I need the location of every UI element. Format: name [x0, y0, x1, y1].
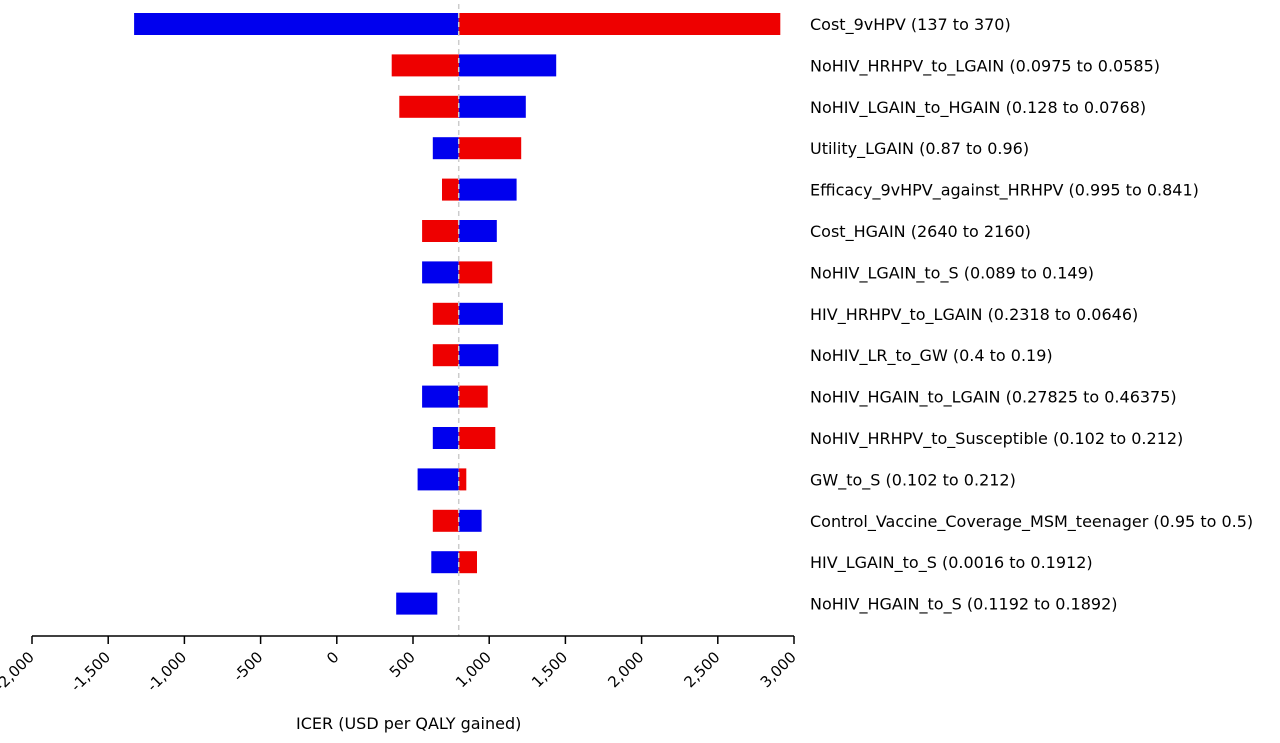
red-bar-0	[458, 13, 781, 35]
row-label-0: Cost_9vHPV (137 to 370)	[810, 15, 1011, 35]
blue-bar-8	[458, 344, 499, 367]
x-tick-label-9: 2,500	[681, 648, 724, 691]
blue-bar-1	[458, 54, 557, 77]
row-label-10: NoHIV_HRHPV_to_Susceptible (0.102 to 0.2…	[810, 429, 1183, 449]
row-labels: Cost_9vHPV (137 to 370) NoHIV_HRHPV_to_LG…	[810, 15, 1253, 615]
blue-bar-3	[432, 137, 459, 160]
blue-bar-5	[458, 220, 497, 242]
row-label-9: NoHIV_HGAIN_to_LGAIN (0.27825 to 0.46375…	[810, 388, 1177, 408]
red-bar-1	[391, 54, 459, 77]
row-label-12: Control_Vaccine_Coverage_MSM_teenager (0…	[810, 512, 1253, 532]
x-tick-label-10: 3,000	[757, 648, 800, 691]
x-axis: -2,000 -1,500 -1,000 -500 0 500 1,000 1,500 2,00…	[0, 635, 800, 695]
x-tick-label-3: -500	[230, 648, 267, 685]
red-bar-10	[458, 427, 496, 449]
blue-bar-10	[432, 427, 459, 449]
x-tick-label-0: -2,000	[0, 648, 38, 695]
red-bar-13	[458, 551, 477, 574]
x-tick-label-2: -1,000	[143, 648, 190, 695]
row-label-3: Utility_LGAIN (0.87 to 0.96)	[810, 139, 1029, 159]
row-label-8: NoHIV_LR_to_GW (0.4 to 0.19)	[810, 346, 1053, 366]
red-bar-12	[432, 509, 459, 532]
x-tick-label-6: 1,000	[452, 648, 495, 691]
row-label-2: NoHIV_LGAIN_to_HGAIN (0.128 to 0.0768)	[810, 98, 1146, 118]
row-label-4: Efficacy_9vHPV_against_HRHPV (0.995 to 0…	[810, 181, 1199, 201]
red-bar-4	[442, 178, 459, 201]
blue-bar-11	[417, 468, 459, 491]
blue-bar-14	[396, 592, 438, 615]
blue-bar-12	[458, 509, 482, 532]
blue-bar-6	[422, 261, 459, 284]
red-bar-3	[458, 137, 522, 160]
row-label-13: HIV_LGAIN_to_S (0.0016 to 0.1912)	[810, 553, 1093, 573]
red-bar-8	[432, 344, 459, 367]
x-tick-label-8: 2,000	[604, 648, 647, 691]
red-bar-9	[458, 385, 488, 408]
blue-bar-4	[458, 178, 517, 201]
x-tick-label-4: 0	[323, 648, 342, 667]
blue-bar-13	[431, 551, 459, 574]
x-tick-label-7: 1,500	[528, 648, 571, 691]
row-label-6: NoHIV_LGAIN_to_S (0.089 to 0.149)	[810, 263, 1094, 283]
red-bar-6	[458, 261, 493, 284]
row-label-14: NoHIV_HGAIN_to_S (0.1192 to 0.1892)	[810, 595, 1118, 615]
red-bar-2	[399, 95, 459, 118]
blue-bar-9	[422, 385, 459, 408]
blue-bar-0	[134, 13, 459, 35]
row-label-5: Cost_HGAIN (2640 to 2160)	[810, 222, 1031, 242]
blue-bar-2	[458, 95, 526, 118]
red-bar-5	[422, 220, 459, 242]
row-label-1: NoHIV_HRHPV_to_LGAIN (0.0975 to 0.0585)	[810, 56, 1160, 76]
row-label-11: GW_to_S (0.102 to 0.212)	[810, 470, 1016, 490]
red-bar-7	[432, 302, 459, 325]
blue-bar-7	[458, 302, 503, 325]
x-tick-label-1: -1,500	[67, 648, 114, 695]
bars-layer	[134, 13, 781, 615]
x-axis-title: ICER (USD per QALY gained)	[296, 714, 521, 733]
x-tick-label-5: 500	[386, 648, 419, 681]
row-label-7: HIV_HRHPV_to_LGAIN (0.2318 to 0.0646)	[810, 305, 1138, 325]
red-bar-11	[458, 468, 467, 491]
